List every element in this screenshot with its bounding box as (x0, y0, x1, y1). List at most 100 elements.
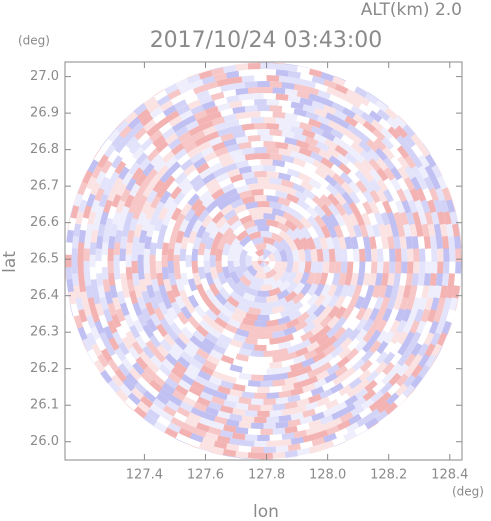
echo-cell (308, 68, 323, 78)
echo-cell (287, 70, 302, 79)
echo-cell (272, 240, 285, 253)
echo-cell (409, 285, 418, 299)
echo-cell (356, 429, 369, 437)
echo-cell (265, 268, 278, 279)
echo-cell (233, 307, 247, 319)
echo-cell (207, 426, 222, 436)
echo-cell (299, 237, 310, 251)
echo-cell (229, 100, 243, 109)
echo-cell (379, 127, 394, 141)
echo-cell (143, 365, 157, 379)
echo-cell (168, 272, 177, 286)
echo-cell (187, 277, 198, 292)
echo-cell (331, 101, 346, 113)
echo-cell (157, 206, 169, 221)
echo-cell (350, 368, 364, 381)
echo-cell (334, 261, 342, 275)
echo-cell (376, 330, 389, 345)
echo-cell (222, 300, 237, 313)
echo-cell (299, 440, 314, 450)
echo-cell (300, 357, 315, 368)
echo-cell (417, 176, 429, 191)
echo-cell (94, 319, 105, 335)
echo-cell (244, 312, 258, 321)
echo-cell (362, 169, 375, 183)
echo-cell (151, 229, 160, 244)
echo-cell (269, 434, 283, 441)
echo-cell (197, 266, 206, 280)
echo-cell (253, 392, 267, 400)
echo-cell (271, 207, 286, 218)
echo-cell (263, 69, 277, 76)
echo-cell (245, 225, 259, 235)
echo-cell (430, 211, 440, 226)
echo-cell (176, 406, 191, 418)
echo-cell (208, 182, 222, 195)
echo-cell (287, 309, 302, 322)
echo-cell (194, 375, 209, 387)
echo-cell (216, 435, 231, 444)
echo-cell (269, 153, 283, 161)
echo-cell (272, 183, 286, 192)
echo-cell (265, 294, 279, 303)
echo-cell (396, 188, 408, 203)
echo-cell (303, 161, 318, 173)
echo-cell (339, 99, 354, 111)
echo-cell (131, 340, 144, 355)
echo-cell (180, 158, 194, 171)
echo-cell (180, 272, 189, 286)
echo-cell (334, 248, 342, 262)
echo-cell (193, 304, 207, 319)
echo-cell (134, 335, 147, 350)
echo-cell (259, 308, 273, 316)
echo-cell (296, 447, 311, 457)
echo-cell (346, 248, 354, 262)
echo-cell (441, 273, 450, 287)
echo-cell (199, 120, 214, 131)
echo-cell (388, 308, 399, 323)
echo-cell (202, 385, 217, 397)
echo-cell (204, 271, 215, 286)
echo-cell (436, 297, 446, 312)
echo-cell (244, 361, 258, 369)
echo-cell (66, 229, 74, 243)
echo-cell (394, 308, 406, 323)
echo-cell (405, 273, 413, 287)
echo-cell (368, 200, 380, 215)
echo-cell (187, 192, 201, 207)
echo-cell (272, 111, 286, 119)
echo-cell (213, 440, 228, 450)
echo-cell (71, 260, 78, 274)
echo-cell (362, 318, 375, 333)
echo-cell (416, 331, 428, 347)
echo-cell (319, 122, 334, 134)
echo-cell (235, 328, 250, 338)
echo-cell (230, 198, 245, 209)
echo-cell (324, 174, 339, 188)
echo-cell (401, 199, 412, 215)
echo-cell (217, 152, 232, 163)
echo-cell (455, 261, 462, 275)
echo-cell (290, 150, 305, 161)
echo-cell (298, 390, 313, 401)
echo-cell (217, 198, 231, 211)
echo-cell (344, 236, 353, 250)
echo-cell (319, 236, 329, 251)
echo-cell (259, 428, 273, 436)
echo-cell (234, 402, 249, 411)
echo-cell (226, 94, 240, 104)
echo-cell (297, 248, 306, 262)
echo-cell (208, 282, 220, 297)
echo-cell (231, 358, 246, 368)
echo-cell (299, 330, 314, 343)
echo-cell (316, 333, 330, 347)
echo-cell (396, 352, 410, 367)
echo-cell (457, 223, 461, 237)
echo-cell (221, 254, 228, 268)
echo-cell (284, 136, 299, 146)
echo-cell (112, 176, 124, 191)
echo-cell (433, 309, 443, 324)
echo-cell (125, 177, 137, 192)
echo-cell (102, 229, 111, 243)
echo-cell (143, 95, 158, 109)
